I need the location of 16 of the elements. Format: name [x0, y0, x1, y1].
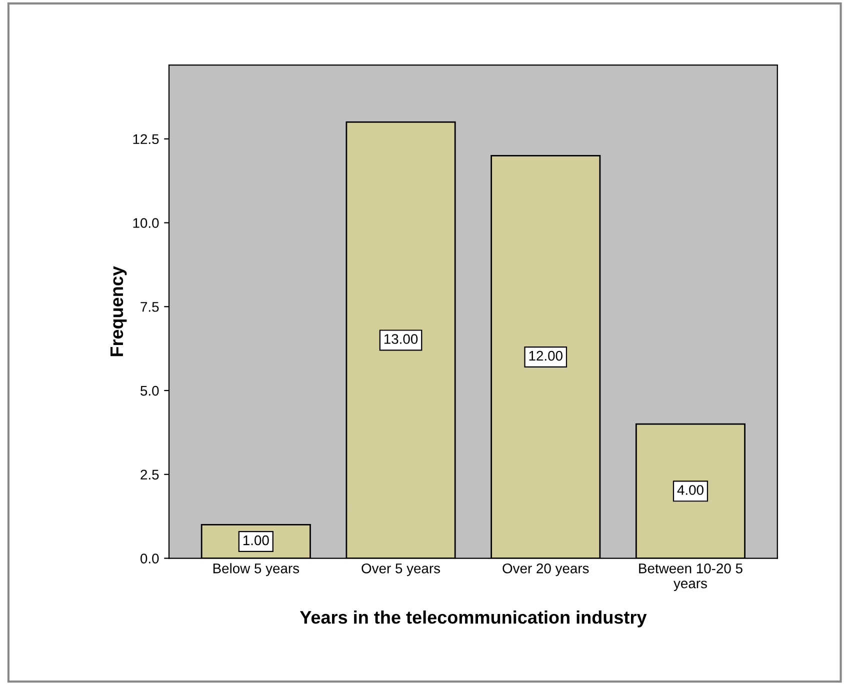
- data-label: 1.00: [243, 535, 269, 546]
- y-tick-label: 0.0: [140, 554, 159, 564]
- x-tick-label: Over 5 years: [362, 564, 440, 576]
- x-tick-label: Between 10-20 5 years: [639, 564, 742, 592]
- y-tick-label: 10.0: [133, 218, 159, 228]
- y-tick-label: 2.5: [140, 470, 159, 480]
- data-label: 12.00: [529, 350, 562, 361]
- x-axis-title: Years in the telecommunication industry: [300, 610, 647, 628]
- data-label: 4.00: [677, 485, 704, 495]
- y-axis-title: Frequency: [110, 266, 127, 356]
- y-tick-label: 7.5: [140, 302, 159, 312]
- y-tick-label: 5.0: [140, 386, 159, 396]
- data-label: 13.00: [384, 334, 418, 344]
- x-tick-label: Over 20 years: [502, 564, 589, 576]
- x-tick-label: Below 5 years: [213, 563, 300, 576]
- y-tick-label: 12.5: [133, 134, 159, 144]
